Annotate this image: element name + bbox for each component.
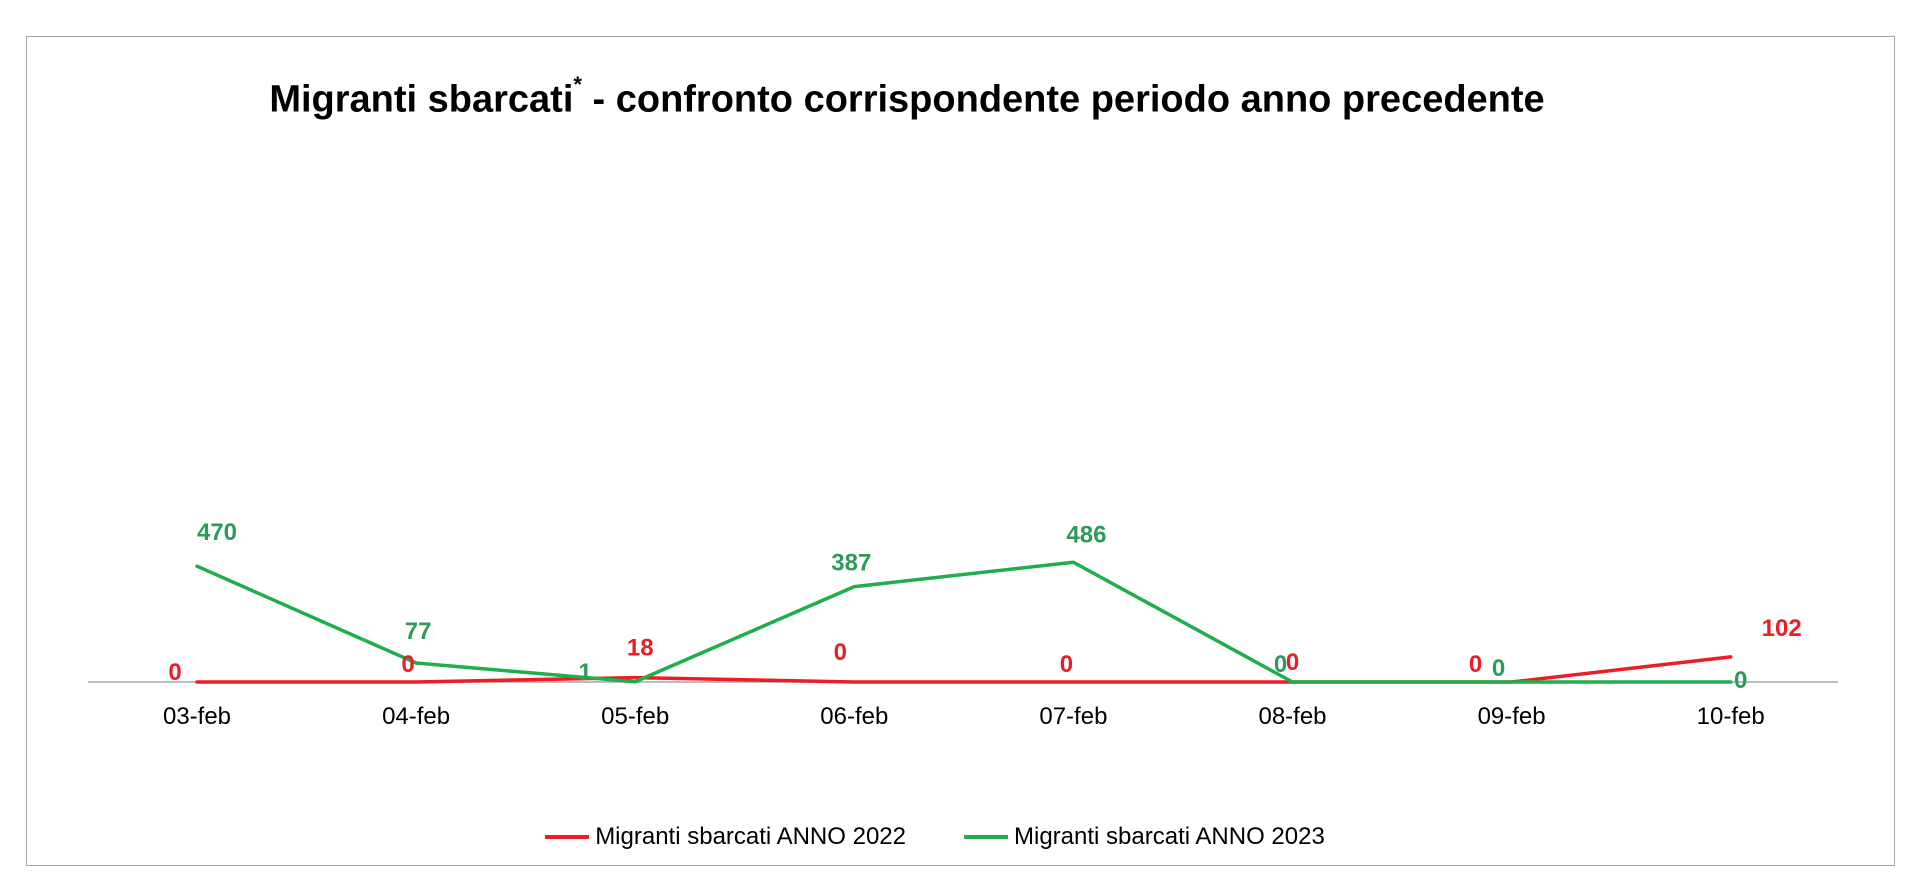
data-label-2022-06-feb: 0 xyxy=(834,639,847,666)
data-label-2022-08-feb: 0 xyxy=(1286,649,1299,676)
legend-label-2022: Migranti sbarcati ANNO 2022 xyxy=(595,823,906,850)
data-label-2023-09-feb: 0 xyxy=(1492,655,1505,682)
data-label-2022-09-feb: 0 xyxy=(1469,651,1482,678)
legend-swatch-2023 xyxy=(964,835,1008,839)
series-line-2023 xyxy=(195,560,1733,684)
data-label-2023-04-feb: 77 xyxy=(405,618,432,645)
data-label-2023-10-feb: 0 xyxy=(1734,667,1747,694)
data-label-2023-08-feb: 0 xyxy=(1274,651,1287,678)
data-label-2022-04-feb: 0 xyxy=(401,651,414,678)
data-label-2023-07-feb: 486 xyxy=(1066,521,1106,548)
data-label-2023-03-feb: 470 xyxy=(197,519,237,546)
chart-frame xyxy=(26,36,1895,866)
x-tick-label-08-feb: 08-feb xyxy=(1258,703,1326,730)
data-label-2022-07-feb: 0 xyxy=(1060,651,1073,678)
data-label-2022-05-feb: 18 xyxy=(627,635,654,662)
data-label-2022-03-feb: 0 xyxy=(168,659,181,686)
chart-title-rest: - confronto corrispondente periodo anno … xyxy=(581,78,1545,121)
chart-title-main: Migranti sbarcati xyxy=(269,78,574,121)
x-tick-label-07-feb: 07-feb xyxy=(1039,703,1107,730)
x-tick-label-10-feb: 10-feb xyxy=(1697,703,1765,730)
legend-swatch-2022 xyxy=(545,835,590,839)
legend-item-2022: Migranti sbarcati ANNO 2022 xyxy=(545,823,906,851)
x-tick-label-04-feb: 04-feb xyxy=(382,703,450,730)
data-label-2022-10-feb: 102 xyxy=(1762,615,1802,642)
chart-legend: Migranti sbarcati ANNO 2022 Migranti sba… xyxy=(0,820,1920,854)
legend-item-2023: Migranti sbarcati ANNO 2023 xyxy=(964,823,1325,851)
x-tick-label-09-feb: 09-feb xyxy=(1478,703,1546,730)
x-tick-label-03-feb: 03-feb xyxy=(163,703,231,730)
x-tick-label-06-feb: 06-feb xyxy=(820,703,888,730)
data-label-2023-06-feb: 387 xyxy=(831,550,871,577)
chart-title: Migranti sbarcati* - confronto corrispon… xyxy=(0,72,1864,122)
chart-title-asterisk: * xyxy=(573,72,582,97)
x-tick-label-05-feb: 05-feb xyxy=(601,703,669,730)
legend-label-2023: Migranti sbarcati ANNO 2023 xyxy=(1014,823,1325,850)
data-label-2023-05-feb: 1 xyxy=(579,659,592,686)
